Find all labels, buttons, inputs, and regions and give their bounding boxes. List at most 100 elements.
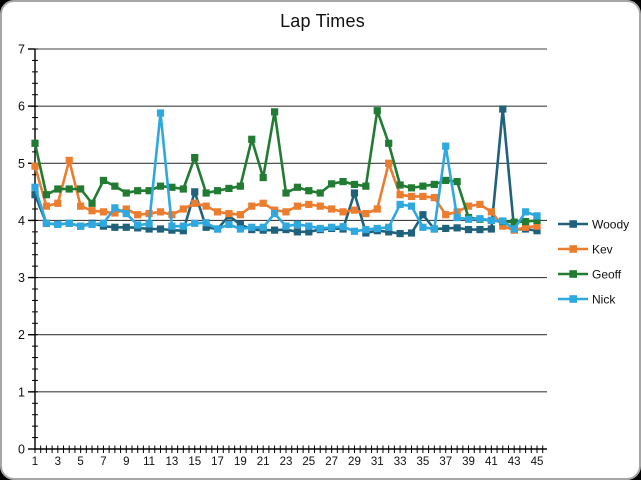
series-marker-geoff[interactable] (88, 199, 96, 207)
series-marker-kev[interactable] (305, 200, 313, 209)
series-marker-nick[interactable] (65, 219, 73, 227)
series-marker-geoff[interactable] (430, 180, 438, 189)
legend-label-geoff[interactable]: Geoff (592, 268, 622, 282)
series-marker-kev[interactable] (419, 192, 427, 201)
series-marker-nick[interactable] (134, 221, 142, 229)
series-marker-woody[interactable] (453, 224, 461, 232)
series-marker-geoff[interactable] (293, 183, 302, 191)
series-marker-geoff[interactable] (134, 187, 142, 195)
series-marker-woody[interactable] (385, 228, 393, 236)
series-marker-geoff[interactable] (316, 189, 324, 197)
series-marker-geoff[interactable] (65, 185, 73, 193)
legend-marker-nick[interactable] (569, 295, 577, 303)
legend-marker-kev[interactable] (569, 245, 577, 253)
series-marker-kev[interactable] (499, 222, 507, 230)
series-marker-woody[interactable] (464, 225, 473, 234)
series-marker-kev[interactable] (464, 202, 473, 210)
series-marker-woody[interactable] (396, 229, 404, 238)
series-marker-geoff[interactable] (54, 185, 62, 193)
series-marker-woody[interactable] (293, 228, 302, 236)
series-marker-geoff[interactable] (350, 180, 359, 189)
series-marker-nick[interactable] (77, 222, 85, 230)
series-marker-nick[interactable] (373, 224, 381, 233)
series-marker-geoff[interactable] (453, 177, 461, 186)
series-line-geoff[interactable] (33, 109, 538, 224)
series-marker-kev[interactable] (339, 208, 347, 216)
series-marker-nick[interactable] (88, 220, 96, 229)
series-marker-nick[interactable] (396, 200, 404, 209)
series-marker-kev[interactable] (328, 205, 336, 213)
series-marker-kev[interactable] (122, 205, 130, 213)
series-marker-geoff[interactable] (510, 218, 518, 226)
series-marker-nick[interactable] (521, 208, 530, 216)
series-marker-geoff[interactable] (270, 108, 279, 116)
series-marker-kev[interactable] (293, 202, 302, 210)
legend-label-nick[interactable]: Nick (592, 293, 616, 307)
series-marker-geoff[interactable] (179, 185, 187, 193)
series-marker-geoff[interactable] (339, 177, 347, 186)
series-marker-geoff[interactable] (236, 182, 244, 190)
series-marker-nick[interactable] (31, 183, 39, 191)
series-marker-geoff[interactable] (77, 185, 85, 193)
series-marker-kev[interactable] (373, 205, 381, 213)
series-marker-geoff[interactable] (111, 182, 119, 190)
series-marker-woody[interactable] (419, 211, 427, 219)
series-marker-nick[interactable] (305, 222, 313, 230)
series-marker-nick[interactable] (179, 222, 187, 230)
series-marker-kev[interactable] (430, 193, 438, 202)
series-marker-kev[interactable] (31, 162, 39, 170)
series-marker-kev[interactable] (259, 199, 267, 207)
series-marker-kev[interactable] (179, 205, 187, 213)
series-marker-kev[interactable] (134, 211, 142, 219)
series-marker-kev[interactable] (533, 222, 541, 230)
series-marker-woody[interactable] (122, 223, 130, 231)
series-marker-geoff[interactable] (191, 153, 199, 162)
series-marker-woody[interactable] (168, 226, 176, 234)
series-marker-nick[interactable] (293, 220, 302, 229)
series-marker-woody[interactable] (111, 223, 119, 231)
series-marker-nick[interactable] (145, 220, 153, 228)
legend-marker-woody[interactable] (569, 220, 577, 228)
series-marker-geoff[interactable] (31, 139, 39, 147)
series-marker-nick[interactable] (510, 225, 518, 233)
series-marker-nick[interactable] (248, 223, 256, 231)
series-marker-nick[interactable] (464, 215, 473, 223)
series-marker-geoff[interactable] (122, 189, 130, 197)
series-marker-woody[interactable] (202, 223, 210, 231)
series-marker-nick[interactable] (191, 219, 199, 227)
legend-label-woody[interactable]: Woody (592, 218, 629, 232)
legend-marker-geoff[interactable] (569, 270, 577, 278)
legend-label-kev[interactable]: Kev (592, 243, 613, 257)
series-marker-geoff[interactable] (328, 180, 336, 188)
series-marker-nick[interactable] (282, 222, 290, 230)
series-marker-kev[interactable] (191, 199, 199, 207)
series-marker-kev[interactable] (65, 156, 73, 165)
series-marker-woody[interactable] (156, 225, 165, 233)
series-marker-nick[interactable] (54, 220, 62, 229)
series-marker-nick[interactable] (225, 220, 233, 229)
series-marker-geoff[interactable] (259, 173, 267, 182)
series-marker-kev[interactable] (99, 208, 108, 216)
series-marker-nick[interactable] (362, 225, 370, 234)
series-marker-geoff[interactable] (385, 139, 393, 147)
series-marker-nick[interactable] (42, 219, 51, 227)
series-marker-nick[interactable] (202, 219, 210, 227)
series-marker-kev[interactable] (487, 208, 495, 216)
series-marker-nick[interactable] (328, 223, 336, 231)
series-marker-woody[interactable] (533, 227, 541, 235)
series-marker-nick[interactable] (453, 213, 461, 222)
series-marker-geoff[interactable] (362, 182, 370, 190)
series-marker-nick[interactable] (430, 225, 438, 233)
series-marker-geoff[interactable] (248, 135, 256, 143)
series-marker-geoff[interactable] (533, 216, 541, 225)
series-marker-nick[interactable] (442, 142, 450, 150)
series-marker-woody[interactable] (31, 191, 39, 199)
series-marker-kev[interactable] (213, 208, 222, 216)
series-marker-kev[interactable] (521, 223, 530, 231)
series-marker-kev[interactable] (282, 208, 290, 216)
series-marker-nick[interactable] (259, 223, 267, 231)
series-marker-nick[interactable] (533, 212, 541, 220)
series-marker-nick[interactable] (350, 227, 359, 235)
series-marker-nick[interactable] (213, 225, 222, 233)
series-marker-nick[interactable] (236, 225, 244, 233)
